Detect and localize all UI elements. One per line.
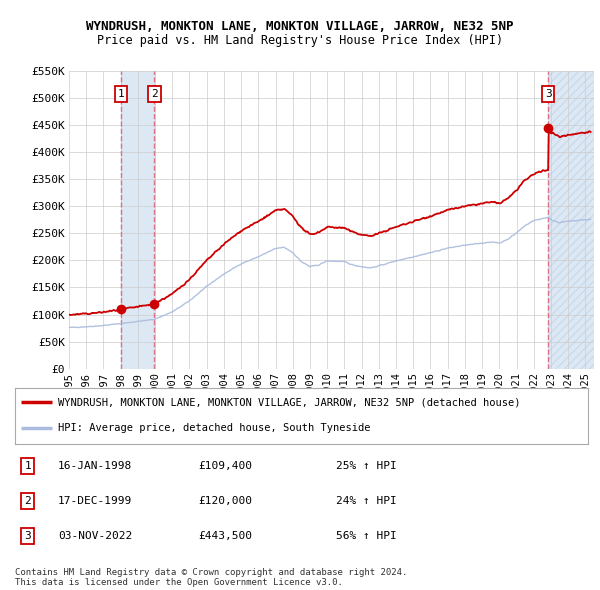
Text: £109,400: £109,400	[199, 461, 253, 471]
Text: HPI: Average price, detached house, South Tyneside: HPI: Average price, detached house, Sout…	[58, 423, 370, 433]
Text: 2: 2	[24, 496, 31, 506]
Text: 17-DEC-1999: 17-DEC-1999	[58, 496, 132, 506]
Text: WYNDRUSH, MONKTON LANE, MONKTON VILLAGE, JARROW, NE32 5NP (detached house): WYNDRUSH, MONKTON LANE, MONKTON VILLAGE,…	[58, 397, 520, 407]
Text: 3: 3	[24, 531, 31, 540]
Text: Contains HM Land Registry data © Crown copyright and database right 2024.
This d: Contains HM Land Registry data © Crown c…	[15, 568, 407, 587]
Text: WYNDRUSH, MONKTON LANE, MONKTON VILLAGE, JARROW, NE32 5NP: WYNDRUSH, MONKTON LANE, MONKTON VILLAGE,…	[86, 20, 514, 33]
Text: 56% ↑ HPI: 56% ↑ HPI	[336, 531, 397, 540]
Text: 16-JAN-1998: 16-JAN-1998	[58, 461, 132, 471]
Bar	[121, 71, 154, 369]
Text: 3: 3	[545, 89, 551, 99]
Text: 24% ↑ HPI: 24% ↑ HPI	[336, 496, 397, 506]
Text: Price paid vs. HM Land Registry's House Price Index (HPI): Price paid vs. HM Land Registry's House …	[97, 34, 503, 47]
Text: 2: 2	[151, 89, 158, 99]
Text: 03-NOV-2022: 03-NOV-2022	[58, 531, 132, 540]
Text: 1: 1	[24, 461, 31, 471]
Text: £443,500: £443,500	[199, 531, 253, 540]
Text: 1: 1	[118, 89, 125, 99]
Bar	[548, 71, 594, 369]
Text: 25% ↑ HPI: 25% ↑ HPI	[336, 461, 397, 471]
Bar	[548, 71, 594, 369]
Text: £120,000: £120,000	[199, 496, 253, 506]
